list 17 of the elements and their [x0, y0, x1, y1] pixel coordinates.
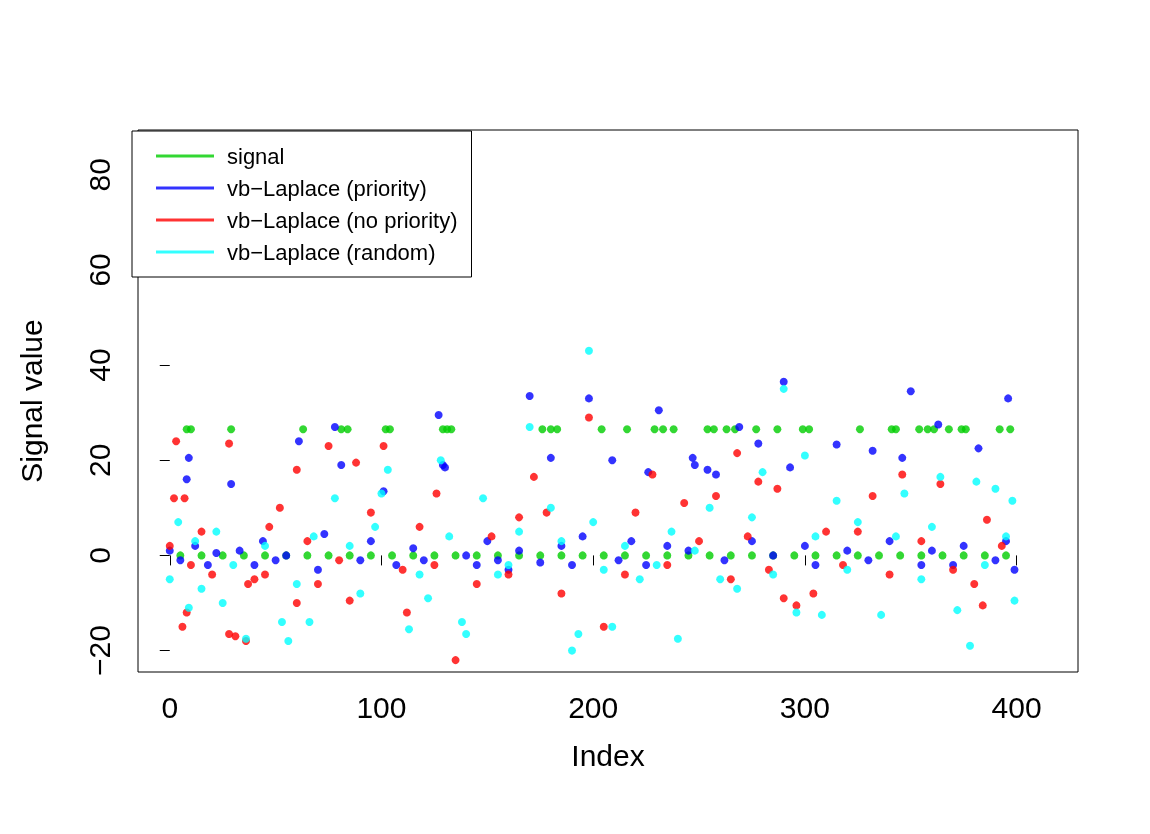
x-tick-label: 200: [568, 690, 619, 724]
x-axis-title: Index: [571, 738, 645, 772]
y-tick-label: −20: [82, 625, 116, 677]
x-tick-label: 400: [991, 690, 1042, 724]
y-tick-label: 0: [82, 547, 116, 564]
x-tick-label: 100: [356, 690, 407, 724]
y-axis-title: Signal value: [14, 319, 48, 483]
legend-label: vb−Laplace (random): [227, 239, 436, 265]
y-tick-label: 40: [82, 348, 116, 382]
x-tick-label: 300: [779, 690, 830, 724]
x-tick-label: 0: [161, 690, 179, 724]
y-tick-label: 60: [82, 253, 116, 287]
y-tick-label: 80: [82, 158, 116, 192]
y-tick-label: 20: [82, 443, 116, 477]
legend-label: vb−Laplace (priority): [227, 175, 427, 201]
legend-label: vb−Laplace (no priority): [227, 207, 458, 233]
legend-label: signal: [227, 143, 285, 169]
